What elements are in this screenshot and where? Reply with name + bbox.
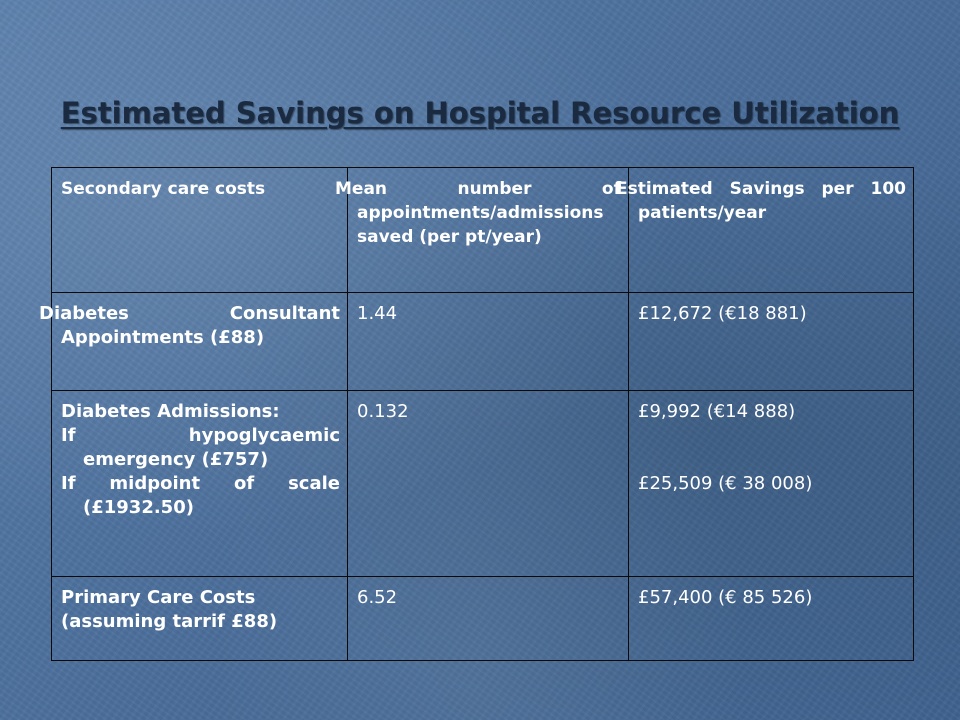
mean-value: 1.44 <box>357 303 398 324</box>
header-label: Estimated Savings per 100 patients/year <box>616 179 906 223</box>
row-label: Diabetes Consultant Appointments (£88) <box>39 303 340 348</box>
row-savings-admissions: £9,992 (€14 888) £25,509 (€ 38 008) <box>628 390 914 577</box>
mean-value: 6.52 <box>357 587 398 608</box>
row-label-heading: Diabetes Admissions: <box>61 401 280 422</box>
savings-value: £12,672 (€18 881) <box>638 303 807 324</box>
slide-title: Estimated Savings on Hospital Resource U… <box>60 96 900 130</box>
row-label-hypoglycaemic: If hypoglycaemic emergency (£757) <box>61 425 340 470</box>
table-row: Diabetes Consultant Appointments (£88) 1… <box>39 292 914 391</box>
spacer <box>638 424 906 472</box>
row-mean-consultant: 1.44 <box>347 292 629 391</box>
row-mean-primary-care: 6.52 <box>347 576 629 661</box>
header-label: Secondary care costs <box>61 179 266 199</box>
row-mean-admissions: 0.132 <box>347 390 629 577</box>
table-row: Diabetes Admissions: If hypoglycaemic em… <box>51 390 914 577</box>
row-label-primary-care: Primary Care Costs (assuming tarrif £88) <box>51 576 348 661</box>
table-row: Primary Care Costs (assuming tarrif £88)… <box>51 576 914 661</box>
header-estimated-savings: Estimated Savings per 100 patients/year <box>616 167 914 293</box>
header-mean-number: Mean number of appointments/admissions s… <box>335 167 629 293</box>
row-savings-consultant: £12,672 (€18 881) <box>628 292 914 391</box>
table-header-row: Secondary care costs Mean number of appo… <box>51 167 914 293</box>
savings-value-hypoglycaemic: £9,992 (€14 888) <box>638 401 796 422</box>
header-secondary-care-costs: Secondary care costs <box>51 167 348 293</box>
savings-value-midpoint: £25,509 (€ 38 008) <box>638 473 813 494</box>
row-label-admissions: Diabetes Admissions: If hypoglycaemic em… <box>51 390 348 577</box>
header-label: Mean number of appointments/admissions s… <box>335 179 621 247</box>
row-savings-primary-care: £57,400 (€ 85 526) <box>628 576 914 661</box>
row-label-midpoint: If midpoint of scale (£1932.50) <box>61 473 340 518</box>
row-label: Primary Care Costs (assuming tarrif £88) <box>61 587 278 632</box>
mean-value: 0.132 <box>357 401 409 422</box>
row-label-consultant: Diabetes Consultant Appointments (£88) <box>39 292 348 391</box>
savings-table: Secondary care costs Mean number of appo… <box>39 167 914 661</box>
savings-value: £57,400 (€ 85 526) <box>638 587 813 608</box>
